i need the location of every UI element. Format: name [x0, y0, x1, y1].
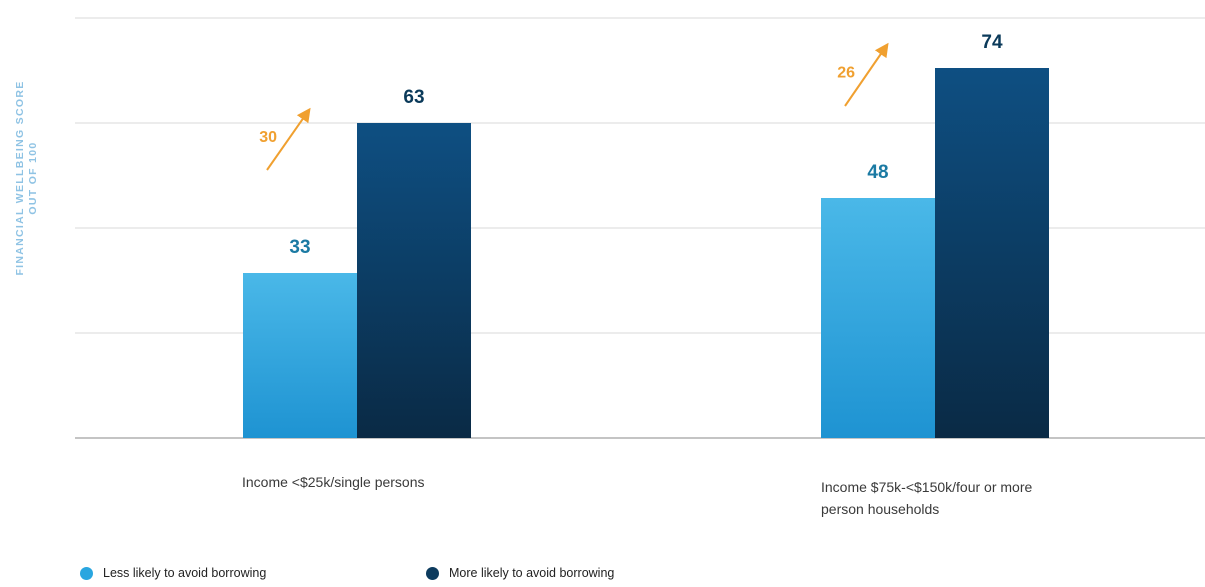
difference-label-1: 26 [837, 65, 855, 82]
legend-label-less-likely: Less likely to avoid borrowing [103, 566, 267, 580]
legend-swatch-more-likely [426, 566, 439, 580]
legend-item-less-likely: Less likely to avoid borrowing [80, 566, 266, 580]
x-category-label-1: Income $75k-<$150k/four or more person h… [821, 476, 1032, 520]
x-category-label-0: Income <$25k/single persons [242, 471, 425, 493]
legend-item-more-likely: More likely to avoid borrowing [426, 566, 614, 580]
x-category-label-0-line1: Income <$25k/single persons [242, 474, 425, 490]
x-category-label-1-line1: Income $75k-<$150k/four or more [821, 479, 1033, 495]
bar-chart: 33 63 48 74 30 26 [75, 17, 1205, 439]
data-label-0-0: 33 [289, 237, 310, 258]
bar-1-0 [357, 123, 471, 438]
data-label-0-1: 48 [867, 162, 888, 183]
data-label-1-1: 74 [981, 32, 1003, 53]
difference-arrow-0 [266, 107, 311, 171]
bar-0-1 [821, 198, 935, 438]
data-label-1-0: 63 [403, 87, 424, 108]
legend-label-more-likely: More likely to avoid borrowing [449, 566, 615, 580]
difference-arrow-1 [844, 42, 889, 107]
x-category-label-1-line2: person households [821, 501, 940, 517]
difference-label-0: 30 [259, 129, 277, 146]
bar-0-0 [243, 273, 357, 438]
legend-swatch-less-likely [80, 566, 93, 580]
bar-1-1 [935, 68, 1049, 438]
